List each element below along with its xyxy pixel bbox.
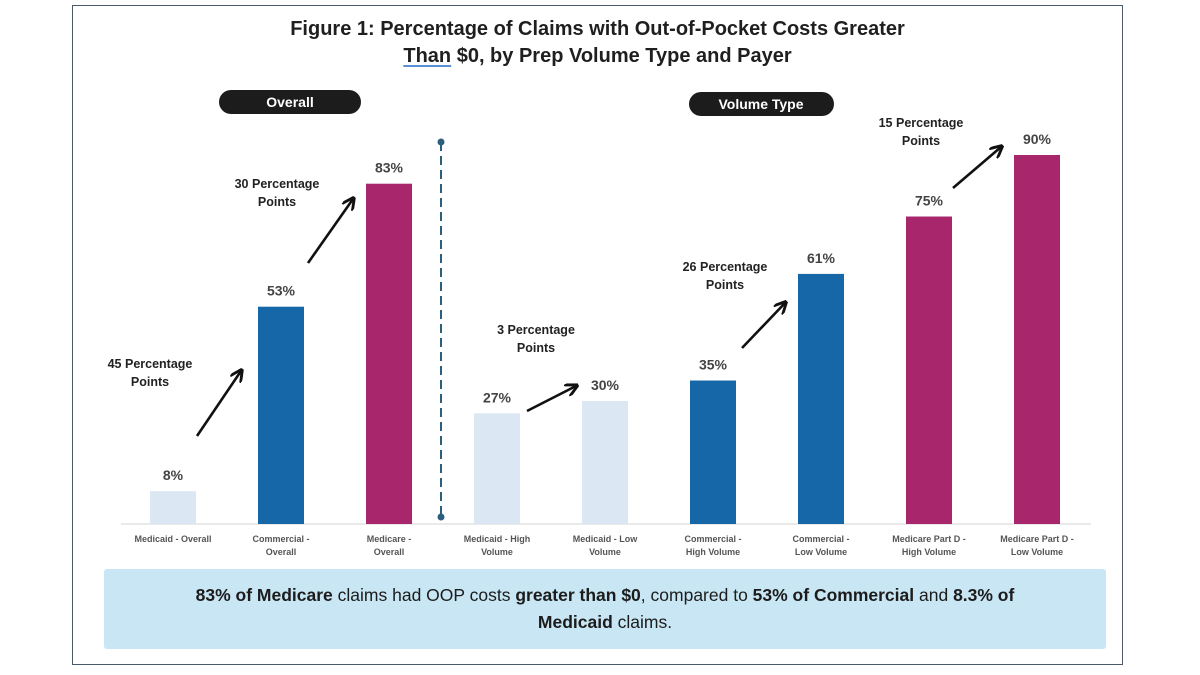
tick-label-4: Medicaid - Low — [573, 534, 639, 544]
bar-value-label-6: 61% — [807, 250, 836, 266]
bar-value-label-1: 53% — [267, 283, 296, 299]
title-line-2-rest: $0, by Prep Volume Type and Payer — [451, 45, 792, 67]
annotation-label-line2-4: Points — [902, 134, 940, 148]
summary-text-3: , compared to — [640, 585, 753, 605]
bar-7 — [906, 216, 952, 524]
bar-2 — [366, 183, 412, 524]
tick-label-2: Medicare - — [367, 534, 412, 544]
tick-label-7: Medicare Part D - — [892, 534, 966, 544]
summary-text-2: claims had OOP costs — [332, 585, 516, 605]
bar-value-label-5: 35% — [699, 357, 728, 373]
annotation-label-0: 45 Percentage — [108, 357, 193, 371]
summary-strong-4: 8.3% of — [953, 585, 1015, 605]
bar-8 — [1014, 155, 1060, 524]
bar-value-label-2: 83% — [375, 160, 404, 176]
bar-6 — [798, 273, 844, 524]
tick-label-line2-3: Volume — [481, 547, 513, 557]
tick-label-0: Medicaid - Overall — [134, 534, 211, 544]
summary-callout: 83% of Medicare claims had OOP costs gre… — [104, 569, 1106, 649]
summary-strong-5: Medicaid — [537, 612, 613, 632]
summary-strong-2: greater than $0 — [515, 585, 641, 605]
tick-label-1: Commercial - — [252, 534, 309, 544]
annotation-2: 3 Percentage Points — [497, 323, 576, 413]
summary-text-4: and — [914, 585, 954, 605]
bar-value-label-7: 75% — [915, 193, 944, 209]
bar-0 — [150, 491, 196, 524]
group-pill-overall-label: Overall — [266, 94, 313, 110]
title-line-1: Figure 1: Percentage of Claims with Out-… — [290, 18, 905, 40]
bar-chart: Overall Volume Type 8% 53% 83% 27% 30% 35% 61%… — [108, 90, 1091, 557]
value-labels-layer: 8% 53% 83% 27% 30% 35% 61% 75% 90% — [163, 131, 1052, 483]
tick-label-6: Commercial - — [792, 534, 849, 544]
tick-label-line2-8: Low Volume — [1011, 547, 1063, 557]
tick-label-line2-6: Low Volume — [795, 547, 847, 557]
annotation-label-4: 15 Percentage — [879, 116, 964, 130]
group-pill-overall: Overall — [219, 90, 361, 114]
tick-label-line2-5: High Volume — [686, 547, 740, 557]
bar-value-label-0: 8% — [163, 467, 184, 483]
tick-labels-layer: Medicaid - Overall Commercial - Overall Med… — [134, 534, 1073, 557]
group-pill-volume-type-label: Volume Type — [718, 96, 803, 112]
summary-text: 83% of Medicare claims had OOP costs gre… — [196, 582, 1015, 636]
annotation-0: 45 Percentage Points — [108, 357, 241, 437]
annotation-label-line2-1: Points — [258, 195, 296, 209]
tick-label-3: Medicaid - High — [464, 534, 531, 544]
annotation-arrow-4 — [952, 147, 1001, 189]
title-line-2: Than $0, by Prep Volume Type and Payer — [73, 43, 1122, 70]
annotation-3: 26 Percentage Points — [683, 260, 785, 349]
annotation-arrow-0 — [195, 371, 241, 437]
tick-label-8: Medicare Part D - — [1000, 534, 1074, 544]
annotation-label-3: 26 Percentage — [683, 260, 768, 274]
bar-value-label-8: 90% — [1023, 131, 1052, 147]
tick-label-5: Commercial - — [684, 534, 741, 544]
annotation-label-line2-3: Points — [706, 278, 744, 292]
tick-label-line2-1: Overall — [266, 547, 297, 557]
annotation-label-line2-0: Points — [131, 375, 169, 389]
annotation-4: 15 Percentage Points — [879, 116, 1001, 189]
annotation-arrow-1 — [306, 199, 353, 264]
annotation-label-2: 3 Percentage — [497, 323, 575, 337]
bar-4 — [582, 401, 628, 524]
bar-value-label-3: 27% — [483, 389, 512, 405]
bar-value-label-4: 30% — [591, 377, 620, 393]
figure-frame: Figure 1: Percentage of Claims with Out-… — [72, 5, 1123, 665]
tick-label-line2-7: High Volume — [902, 547, 956, 557]
bar-5 — [690, 380, 736, 524]
summary-strong-3: 53% of Commercial — [752, 585, 915, 605]
annotation-arrow-2 — [526, 386, 576, 413]
annotation-label-line2-2: Points — [517, 341, 555, 355]
bar-3 — [474, 413, 520, 524]
title-underlined-word: Than — [403, 45, 452, 67]
summary-strong-1: 83% of Medicare — [195, 585, 333, 605]
tick-label-line2-4: Volume — [589, 547, 621, 557]
summary-text-5: claims. — [612, 612, 673, 632]
chart-title: Figure 1: Percentage of Claims with Out-… — [73, 16, 1122, 70]
annotation-1: 30 Percentage Points — [235, 177, 353, 264]
annotation-label-1: 30 Percentage — [235, 177, 320, 191]
bar-1 — [258, 306, 304, 524]
tick-label-line2-2: Overall — [374, 547, 405, 557]
bars-layer — [150, 155, 1060, 524]
group-pill-volume-type: Volume Type — [689, 92, 834, 116]
annotation-arrow-3 — [741, 303, 785, 349]
group-divider — [437, 138, 445, 521]
